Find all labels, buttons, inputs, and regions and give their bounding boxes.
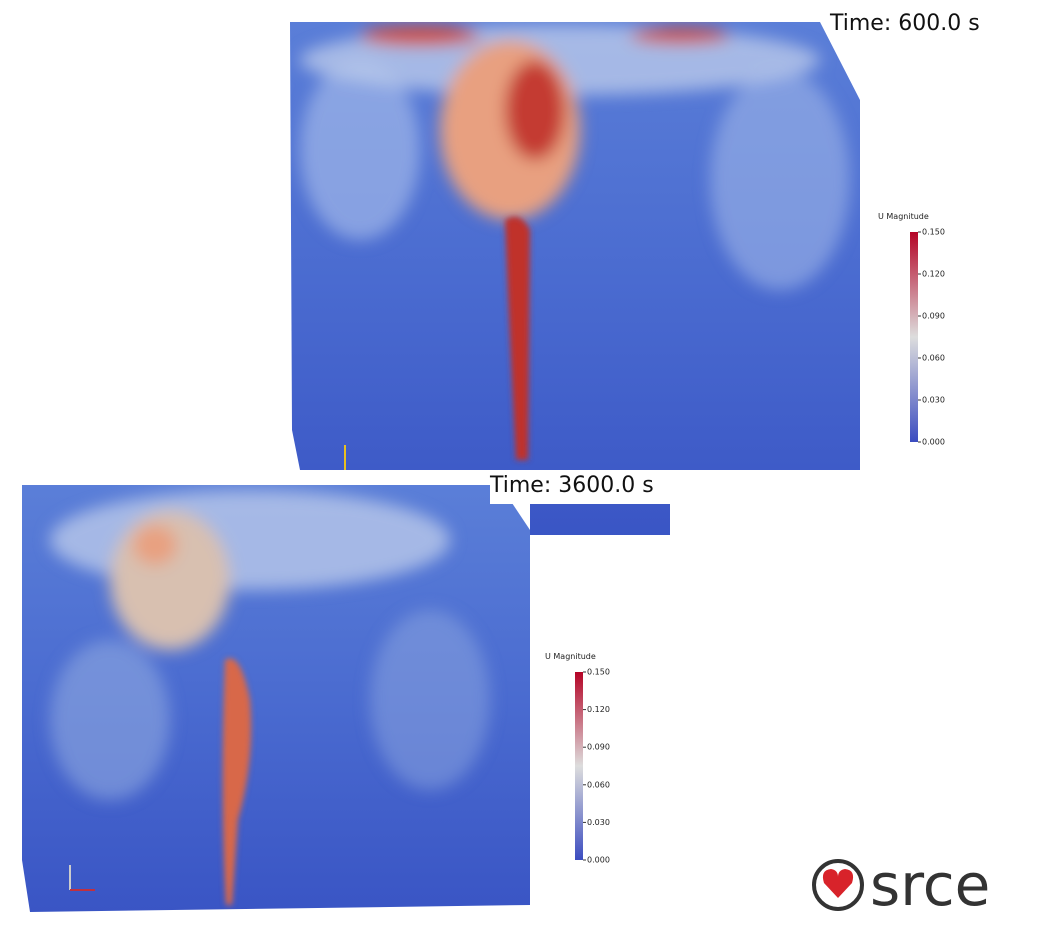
colorbar-title: U Magnitude	[545, 652, 596, 661]
colorbar-tick-label: 0.090	[922, 312, 945, 321]
flow-field-600	[280, 10, 880, 550]
colorbar-ramp	[910, 232, 918, 442]
screenshot: Time: 600.0 s Time: 3600.0 s U Magnitude…	[0, 0, 1038, 940]
colorbar-tick-label: 0.000	[922, 438, 945, 447]
colorbar: U Magnitude 0.150 0.120 0.090 0.060 0.030 0.0…	[545, 652, 610, 865]
colorbar-tick-label: 0.000	[587, 856, 610, 865]
colorbar-tick-label: 0.090	[587, 743, 610, 752]
colorbar-tick-label: 0.120	[587, 705, 610, 714]
flow-field-3600	[15, 480, 545, 920]
time-label: Time: 3600.0 s	[489, 473, 654, 498]
colorbar-tick-label: 0.030	[587, 818, 610, 827]
colorbar-tick-label: 0.030	[922, 396, 945, 405]
colorbar-tick-label: 0.150	[922, 228, 945, 237]
colorbar-title: U Magnitude	[878, 212, 929, 221]
colorbar-tick-label: 0.060	[587, 780, 610, 789]
colorbar-tick-label: 0.150	[587, 668, 610, 677]
colorbar-tick-label: 0.060	[922, 354, 945, 363]
logo-text: srce	[870, 851, 990, 919]
time-label: Time: 600.0 s	[829, 11, 980, 36]
colorbar-tick-label: 0.120	[922, 270, 945, 279]
colorbar: U Magnitude 0.150 0.120 0.090 0.060 0.030 0.0…	[878, 212, 945, 447]
colorbar-ramp	[575, 672, 583, 860]
logo: srce	[814, 851, 990, 919]
